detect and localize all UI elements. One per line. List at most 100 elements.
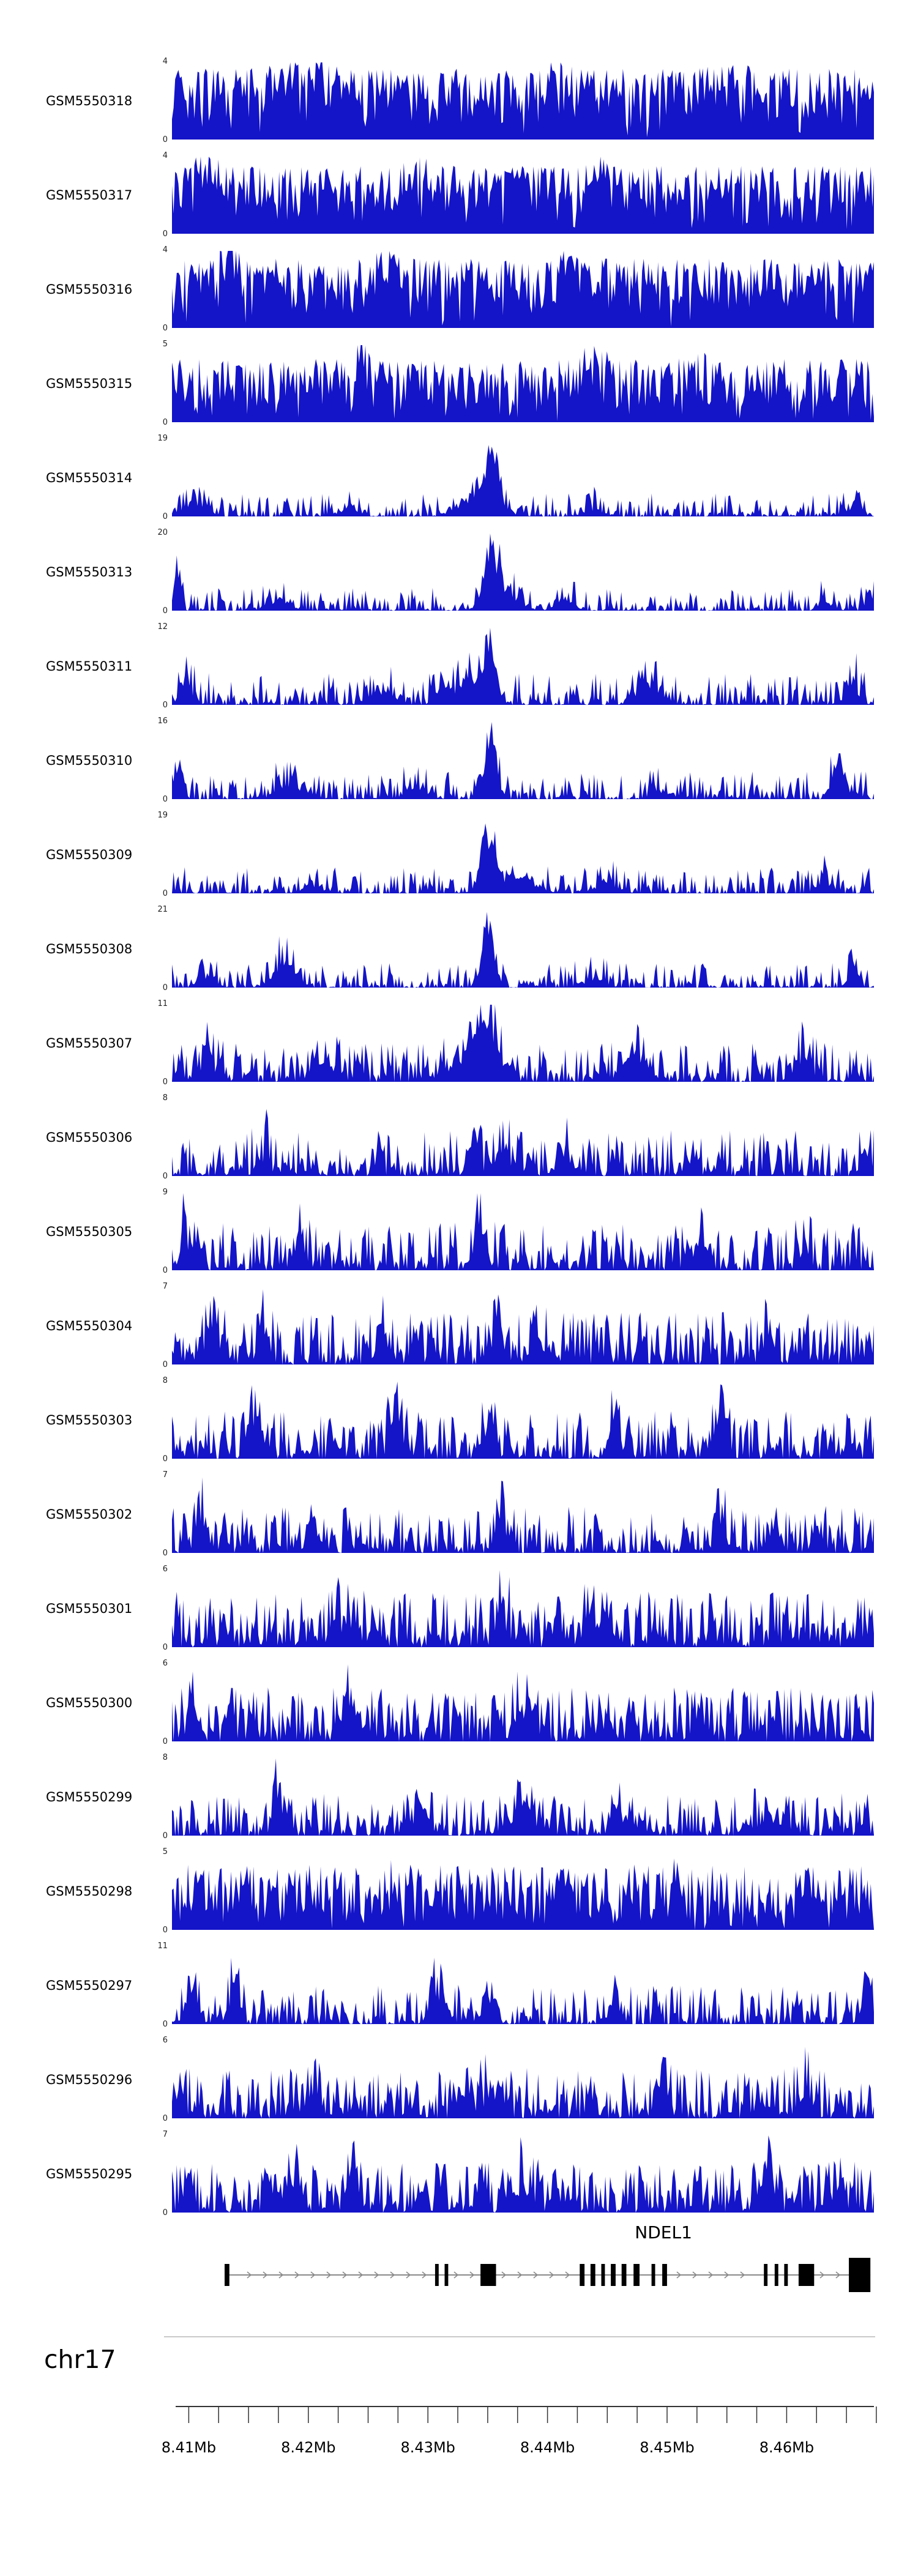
track-ymax-label: 6 bbox=[162, 1659, 168, 1668]
strand-arrow-icon bbox=[724, 2271, 730, 2279]
signal-track-row: GSM5550308 21 0 bbox=[0, 905, 918, 992]
ruler-tick-label: 8.42Mb bbox=[281, 2439, 335, 2456]
track-ymin-label: 0 bbox=[162, 135, 168, 144]
track-ymin-label: 0 bbox=[162, 1643, 168, 1652]
track-ymin-label: 0 bbox=[162, 889, 168, 898]
track-label: GSM5550307 bbox=[46, 1036, 133, 1051]
track-ymin-label: 0 bbox=[162, 606, 168, 616]
strand-arrow-icon bbox=[501, 2271, 507, 2279]
exon-box bbox=[601, 2264, 605, 2286]
track-ymax-label: 6 bbox=[162, 1565, 168, 1574]
track-label: GSM5550309 bbox=[46, 847, 133, 862]
signal-track-row: GSM5550301 6 0 bbox=[0, 1565, 918, 1652]
track-label: GSM5550314 bbox=[46, 471, 133, 485]
strand-arrow-icon bbox=[708, 2271, 714, 2279]
track-signal-plot bbox=[172, 1858, 874, 1930]
track-ymin-label: 0 bbox=[162, 1266, 168, 1275]
track-label: GSM5550296 bbox=[46, 2072, 133, 2087]
track-ymin-label: 0 bbox=[162, 2208, 168, 2217]
track-signal-plot bbox=[172, 1759, 874, 1836]
signal-track-row: GSM5550295 7 0 bbox=[0, 2130, 918, 2217]
exon-box bbox=[849, 2258, 871, 2292]
track-signal-plot bbox=[172, 2047, 874, 2118]
ruler-tick-label: 8.44Mb bbox=[520, 2439, 575, 2456]
track-signal-plot bbox=[172, 1289, 874, 1364]
signal-track-row: GSM5550309 19 0 bbox=[0, 811, 918, 898]
signal-track-row: GSM5550314 19 0 bbox=[0, 434, 918, 521]
track-signal-plot bbox=[172, 823, 874, 893]
track-signal-plot bbox=[172, 1005, 874, 1082]
track-ymax-label: 12 bbox=[157, 622, 168, 631]
signal-track-row: GSM5550296 6 0 bbox=[0, 2036, 918, 2123]
track-signal-plot bbox=[172, 1664, 874, 1741]
signal-track-row: GSM5550299 8 0 bbox=[0, 1753, 918, 1841]
track-ymax-label: 5 bbox=[162, 1847, 168, 1856]
track-ymax-label: 7 bbox=[162, 1470, 168, 1480]
ruler-tick-label: 8.45Mb bbox=[640, 2439, 694, 2456]
track-label: GSM5550313 bbox=[46, 565, 133, 579]
strand-arrow-icon bbox=[676, 2271, 682, 2279]
track-signal-plot bbox=[172, 628, 874, 705]
strand-arrow-icon bbox=[469, 2271, 475, 2279]
track-label: GSM5550317 bbox=[46, 188, 133, 203]
track-ymax-label: 7 bbox=[162, 1282, 168, 1291]
track-signal-plot bbox=[172, 157, 874, 234]
track-label: GSM5550316 bbox=[46, 282, 133, 297]
exon-box bbox=[580, 2264, 585, 2286]
signal-track-row: GSM5550315 5 0 bbox=[0, 340, 918, 427]
chromosome-separator-line bbox=[164, 2336, 875, 2337]
track-signal-plot bbox=[172, 1477, 874, 1553]
ruler-tick-label: 8.46Mb bbox=[759, 2439, 814, 2456]
track-ymax-label: 5 bbox=[162, 340, 168, 349]
exon-box bbox=[764, 2264, 768, 2286]
track-label: GSM5550301 bbox=[46, 1601, 133, 1616]
strand-arrow-icon bbox=[342, 2271, 348, 2279]
track-ymax-label: 8 bbox=[162, 1753, 168, 1762]
track-label: GSM5550295 bbox=[46, 2167, 133, 2181]
gene-model-diagram bbox=[224, 2258, 871, 2292]
track-ymax-label: 11 bbox=[157, 999, 168, 1008]
strand-arrow-icon bbox=[358, 2271, 364, 2279]
track-ymax-label: 4 bbox=[162, 57, 168, 66]
strand-arrow-icon bbox=[390, 2271, 395, 2279]
strand-arrow-icon bbox=[294, 2271, 300, 2279]
strand-arrow-icon bbox=[278, 2271, 284, 2279]
strand-arrow-icon bbox=[374, 2271, 379, 2279]
track-label: GSM5550299 bbox=[46, 1790, 133, 1804]
strand-arrow-icon bbox=[565, 2271, 570, 2279]
signal-track-row: GSM5550306 8 0 bbox=[0, 1093, 918, 1181]
signal-track-row: GSM5550313 20 0 bbox=[0, 528, 918, 616]
ruler-tick-label: 8.41Mb bbox=[162, 2439, 216, 2456]
exon-box bbox=[651, 2264, 655, 2286]
track-label: GSM5550300 bbox=[46, 1696, 133, 1710]
chromosome-label: chr17 bbox=[44, 2345, 116, 2374]
exon-box bbox=[590, 2264, 595, 2286]
exon-box bbox=[621, 2264, 627, 2286]
track-label: GSM5550297 bbox=[46, 1978, 133, 1993]
track-label: GSM5550310 bbox=[46, 753, 133, 768]
signal-track-row: GSM5550304 7 0 bbox=[0, 1282, 918, 1369]
signal-track-row: GSM5550316 4 0 bbox=[0, 245, 918, 333]
track-ymax-label: 4 bbox=[162, 245, 168, 255]
exon-box bbox=[633, 2264, 640, 2286]
track-label: GSM5550302 bbox=[46, 1507, 133, 1522]
track-label: GSM5550298 bbox=[46, 1884, 133, 1899]
track-ymax-label: 8 bbox=[162, 1093, 168, 1103]
track-ymin-label: 0 bbox=[162, 1737, 168, 1746]
signal-track-row: GSM5550298 5 0 bbox=[0, 1847, 918, 1935]
track-ymin-label: 0 bbox=[162, 512, 168, 521]
track-ymax-label: 7 bbox=[162, 2130, 168, 2139]
track-signal-plot bbox=[172, 1570, 874, 1647]
track-ymax-label: 4 bbox=[162, 151, 168, 160]
exon-box bbox=[225, 2264, 230, 2286]
track-ymax-label: 19 bbox=[157, 434, 168, 443]
signal-track-row: GSM5550302 7 0 bbox=[0, 1470, 918, 1558]
track-label: GSM5550311 bbox=[46, 659, 133, 674]
track-ymin-label: 0 bbox=[162, 795, 168, 804]
track-signal-plot bbox=[172, 912, 874, 988]
exon-box bbox=[774, 2264, 778, 2286]
signal-track-row: GSM5550311 12 0 bbox=[0, 622, 918, 710]
exon-box bbox=[611, 2264, 616, 2286]
strand-arrow-icon bbox=[819, 2271, 825, 2279]
track-ymax-label: 6 bbox=[162, 2036, 168, 2045]
